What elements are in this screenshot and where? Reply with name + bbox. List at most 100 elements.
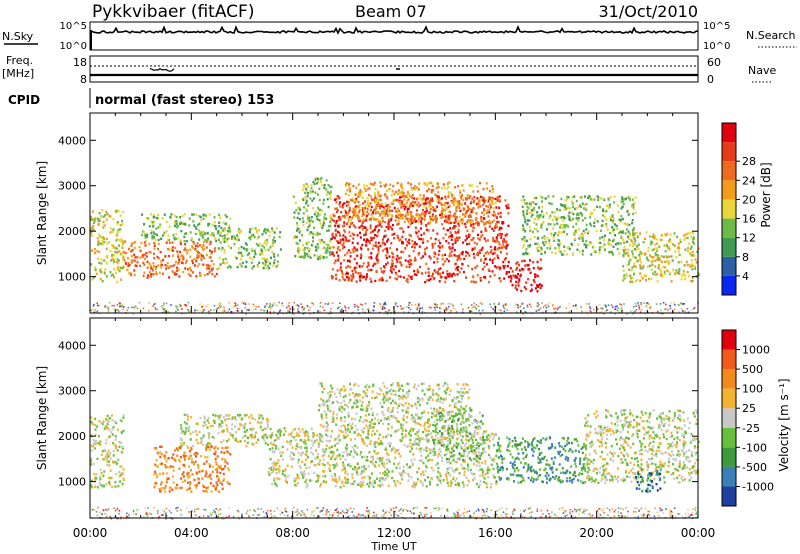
- velocity-panel: 1000 2000 3000 4000 Slant Range [km] 1000 50…: [35, 317, 791, 520]
- velocity-colorbar-swatch: [722, 427, 736, 448]
- power-region: [141, 213, 232, 243]
- velocity-ytick-label: 2000: [58, 430, 86, 443]
- cpid-strip: CPID normal (fast stereo) 153: [8, 88, 274, 108]
- velocity-data: [90, 382, 700, 520]
- power-colorbar-tick: 4: [742, 270, 749, 283]
- time-tick-label: 20:00: [579, 526, 614, 540]
- velocity-region: [495, 436, 586, 484]
- velocity-region: [432, 409, 485, 462]
- nave-tick-bottom: 0: [707, 73, 714, 86]
- power-ytick-label: 1000: [58, 271, 86, 284]
- power-colorbar-tick: 20: [742, 193, 756, 206]
- power-region: [292, 176, 333, 261]
- freq-strip: Freq. [MHz] 18 8 60 0 Nave: [2, 54, 776, 86]
- power-ytick-label: 2000: [58, 225, 86, 238]
- nsky-tick-top: 10^5: [60, 21, 87, 32]
- power-cbar-label: Power [dB]: [759, 162, 773, 227]
- power-region: [520, 194, 637, 257]
- power-colorbar-swatch: [722, 256, 736, 276]
- velocity-colorbar-tick: 100: [742, 383, 763, 396]
- nsky-tick-bottom: 10^0: [60, 41, 87, 52]
- time-tick-label: 00:00: [73, 526, 108, 540]
- freq-unit: [MHz]: [2, 67, 34, 80]
- power-region: [216, 226, 282, 270]
- power-colorbar-swatch: [722, 180, 736, 200]
- velocity-colorbar-swatch: [722, 349, 736, 370]
- power-colorbar-swatch: [722, 123, 736, 143]
- power-colorbar-swatch: [722, 199, 736, 219]
- power-colorbar-swatch: [722, 142, 736, 162]
- velocity-colorbar: 1000 500 100 25 -25 -100 -500 -1000: [721, 329, 774, 507]
- freq-label: Freq.: [6, 54, 33, 67]
- power-colorbar-swatch: [722, 161, 736, 181]
- power-colorbar-swatch: [722, 275, 736, 295]
- velocity-colorbar-tick: 1000: [742, 344, 770, 357]
- power-region: [508, 258, 543, 293]
- velocity-region: [267, 427, 498, 489]
- power-region: [90, 209, 125, 284]
- nave-tick-top: 60: [707, 56, 721, 69]
- velocity-region: [90, 414, 125, 489]
- power-region: [343, 181, 497, 225]
- station-title: Pykkvibaer (fitACF): [92, 2, 254, 22]
- power-ytick-label: 3000: [58, 180, 86, 193]
- velocity-colorbar-tick: 500: [742, 363, 763, 376]
- power-colorbar-tick: 8: [742, 251, 749, 264]
- nsearch-tick-bottom: 10^0: [703, 41, 730, 52]
- time-tick-label: 08:00: [275, 526, 310, 540]
- power-colorbar-tick: 12: [742, 232, 756, 245]
- power-colorbar-tick: 16: [742, 213, 756, 226]
- velocity-region: [318, 382, 472, 430]
- velocity-colorbar-swatch: [722, 466, 736, 487]
- date-title: 31/Oct/2010: [598, 2, 698, 21]
- freq-tick-bottom: 8: [80, 73, 87, 86]
- cpid-label: CPID: [8, 93, 40, 107]
- velocity-ylabel: Slant Range [km]: [35, 366, 49, 470]
- velocity-region: [179, 413, 270, 448]
- velocity-colorbar-swatch: [722, 330, 736, 350]
- velocity-colorbar-swatch: [722, 447, 736, 467]
- power-colorbar-swatch: [722, 218, 736, 238]
- power-colorbar-tick: 28: [742, 155, 756, 168]
- nsearch-tick-top: 10^5: [703, 21, 730, 32]
- nsearch-label: N.Search: [746, 29, 796, 42]
- power-data: [90, 176, 700, 315]
- velocity-region: [153, 445, 232, 493]
- freq-tick-top: 18: [73, 56, 87, 69]
- velocity-colorbar-tick: -100: [742, 441, 767, 454]
- time-tick-label: 04:00: [174, 526, 209, 540]
- power-ytick-label: 4000: [58, 134, 86, 147]
- time-tick-label: 16:00: [478, 526, 513, 540]
- power-panel: 1000 2000 3000 4000 Slant Range [km] 4 8 12 16…: [35, 112, 773, 315]
- velocity-region: [584, 409, 700, 484]
- velocity-colorbar-tick: -500: [742, 461, 767, 474]
- velocity-cbar-label: Velocity [m s⁻¹]: [777, 378, 791, 471]
- cpid-value: normal (fast stereo) 153: [95, 93, 274, 108]
- time-axis-label: Time UT: [370, 540, 416, 553]
- nsky-strip: N.Sky 10^5 10^0 10^5 10^0 N.Search: [2, 21, 797, 52]
- velocity-ytick-label: 1000: [58, 476, 86, 489]
- power-region: [622, 231, 700, 283]
- power-colorbar-swatch: [722, 237, 736, 257]
- velocity-ytick-label: 3000: [58, 385, 86, 398]
- velocity-colorbar-swatch: [722, 408, 736, 428]
- velocity-ytick-label: 4000: [58, 339, 86, 352]
- beam-title: Beam 07: [355, 2, 427, 21]
- power-colorbar: 4 8 12 16 20 24 28: [721, 122, 756, 296]
- power-ylabel: Slant Range [km]: [35, 161, 49, 265]
- power-region: [330, 195, 510, 284]
- velocity-colorbar-swatch: [722, 369, 736, 389]
- velocity-colorbar-tick: -25: [742, 422, 760, 435]
- time-tick-label: 12:00: [377, 526, 412, 540]
- velocity-colorbar-tick: -1000: [742, 480, 774, 493]
- nave-label: Nave: [748, 64, 776, 77]
- power-colorbar-tick: 24: [742, 174, 756, 187]
- nsky-label: N.Sky: [2, 30, 34, 43]
- velocity-colorbar-swatch: [722, 486, 736, 506]
- velocity-colorbar-tick: 25: [742, 402, 756, 415]
- power-region: [123, 240, 219, 279]
- time-tick-label: 00:00: [681, 526, 716, 540]
- velocity-colorbar-swatch: [722, 388, 736, 409]
- velocity-region: [635, 468, 662, 493]
